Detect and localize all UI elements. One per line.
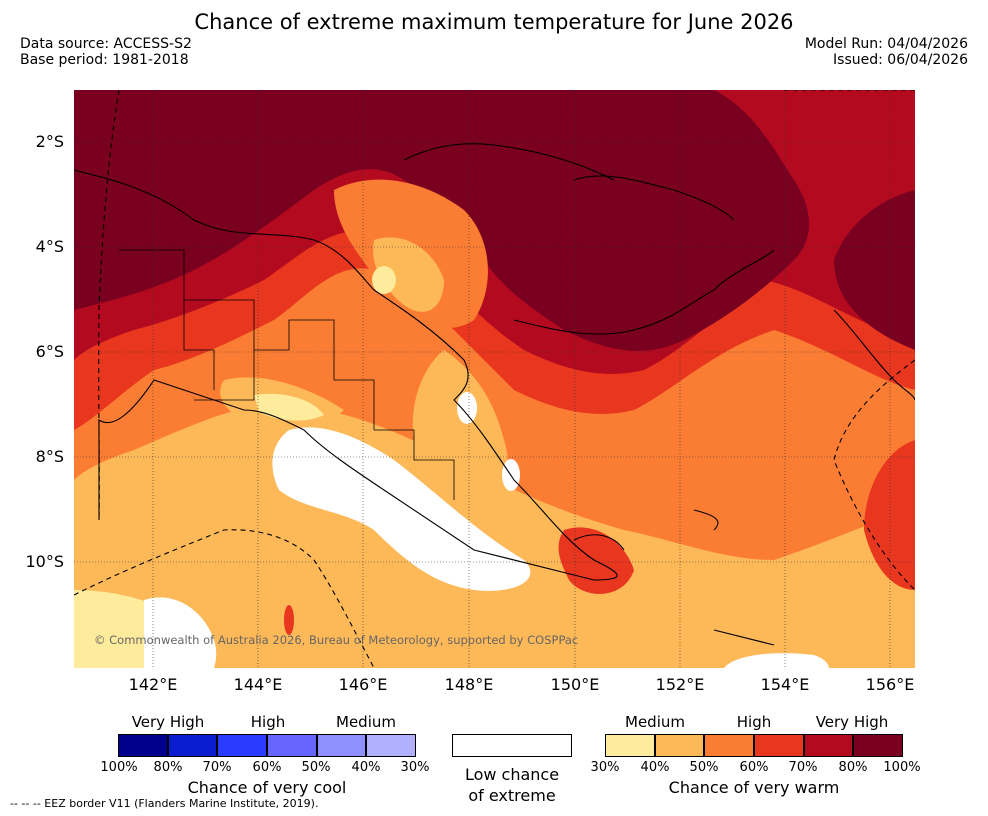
low-chance-swatch xyxy=(452,734,572,757)
run-info: Model Run: 04/04/2026 Issued: 06/04/2026 xyxy=(805,36,968,68)
page-title: Chance of extreme maximum temperature fo… xyxy=(194,10,794,34)
region-medium-band xyxy=(412,350,508,510)
region-south-60 xyxy=(284,605,294,635)
lon-label-146e: 146°E xyxy=(338,675,388,694)
lon-label-144e: 144°E xyxy=(233,675,283,694)
lat-label-10s: 10°S xyxy=(25,552,64,571)
region-30-inner xyxy=(372,266,396,294)
region-low-patch xyxy=(457,392,477,424)
warm-tick: 60% xyxy=(739,760,769,775)
cool-swatch-2 xyxy=(167,734,218,757)
warm-tick: 40% xyxy=(640,760,670,775)
warm-swatch-6 xyxy=(853,734,904,757)
cool-heading-high: High xyxy=(250,713,286,731)
model-run: Model Run: 04/04/2026 xyxy=(804,36,968,52)
source-info: Data source: ACCESS-S2 Base period: 1981… xyxy=(20,36,192,68)
cool-swatch-4 xyxy=(267,734,317,757)
cool-heading-medium: Medium xyxy=(336,713,396,731)
lon-label-142e: 142°E xyxy=(128,675,178,694)
warm-tick: 100% xyxy=(883,760,921,775)
warm-heading-high: High xyxy=(736,713,772,731)
region-west-30 xyxy=(254,393,324,421)
coastlines xyxy=(74,143,915,646)
lon-label-150e: 150°E xyxy=(550,675,600,694)
cool-swatch-1 xyxy=(118,734,168,757)
lon-label-154e: 154°E xyxy=(760,675,810,694)
region-sw-low xyxy=(144,597,217,668)
low-caption-line2: of extreme xyxy=(468,786,556,805)
warm-tick: 30% xyxy=(590,760,620,775)
forecast-map xyxy=(74,90,915,668)
warm-caption: Chance of very warm xyxy=(668,778,840,797)
warm-tick: 70% xyxy=(788,760,818,775)
copyright-notice: © Commonwealth of Australia 2026, Bureau… xyxy=(94,633,579,647)
cool-swatch-5 xyxy=(316,734,367,757)
warm-heading-medium: Medium xyxy=(625,713,685,731)
lat-label-6s: 6°S xyxy=(35,342,64,361)
cool-tick: 70% xyxy=(202,760,232,775)
cool-tick: 40% xyxy=(351,760,381,775)
eez-borders xyxy=(74,90,915,668)
region-bottom-low xyxy=(724,653,829,668)
warm-tick: 80% xyxy=(838,760,868,775)
lon-label-156e: 156°E xyxy=(865,675,915,694)
cool-heading-very-high: Very High xyxy=(131,713,205,731)
eez-note: -- -- -- EEZ border V11 (Flanders Marine… xyxy=(10,797,319,810)
warm-colorbar xyxy=(605,734,904,757)
lat-label-4s: 4°S xyxy=(35,237,64,256)
region-east-60 xyxy=(864,440,915,590)
region-40-inner xyxy=(373,237,444,312)
region-80-east xyxy=(834,190,915,350)
low-caption-line1: Low chance xyxy=(464,765,560,784)
warm-tick: 50% xyxy=(689,760,719,775)
lat-label-2s: 2°S xyxy=(35,132,64,151)
warm-swatch-1 xyxy=(605,734,655,757)
cool-tick: 80% xyxy=(153,760,183,775)
low-chance-caption: Low chance of extreme xyxy=(430,764,594,806)
cool-colorbar xyxy=(118,734,417,757)
issued-date: Issued: 06/04/2026 xyxy=(833,52,968,68)
warm-swatch-4 xyxy=(754,734,804,757)
cool-tick: 60% xyxy=(252,760,282,775)
cool-swatch-3 xyxy=(217,734,268,757)
lat-label-8s: 8°S xyxy=(35,447,64,466)
cool-tick: 100% xyxy=(100,760,138,775)
region-low-main xyxy=(272,427,531,591)
cool-tick: 30% xyxy=(400,760,430,775)
data-source: Data source: ACCESS-S2 xyxy=(20,36,192,52)
cool-swatch-6 xyxy=(366,734,417,757)
lon-label-148e: 148°E xyxy=(444,675,494,694)
cool-tick: 50% xyxy=(301,760,331,775)
map-canvas xyxy=(74,90,915,668)
base-period: Base period: 1981-2018 xyxy=(20,52,189,68)
region-80 xyxy=(74,90,809,351)
warm-swatch-3 xyxy=(704,734,755,757)
warm-swatch-5 xyxy=(803,734,854,757)
province-borders xyxy=(119,249,455,500)
warm-swatch-2 xyxy=(654,734,705,757)
lon-label-152e: 152°E xyxy=(655,675,705,694)
warm-heading-very-high: Very High xyxy=(815,713,889,731)
cool-caption: Chance of very cool xyxy=(187,778,347,797)
